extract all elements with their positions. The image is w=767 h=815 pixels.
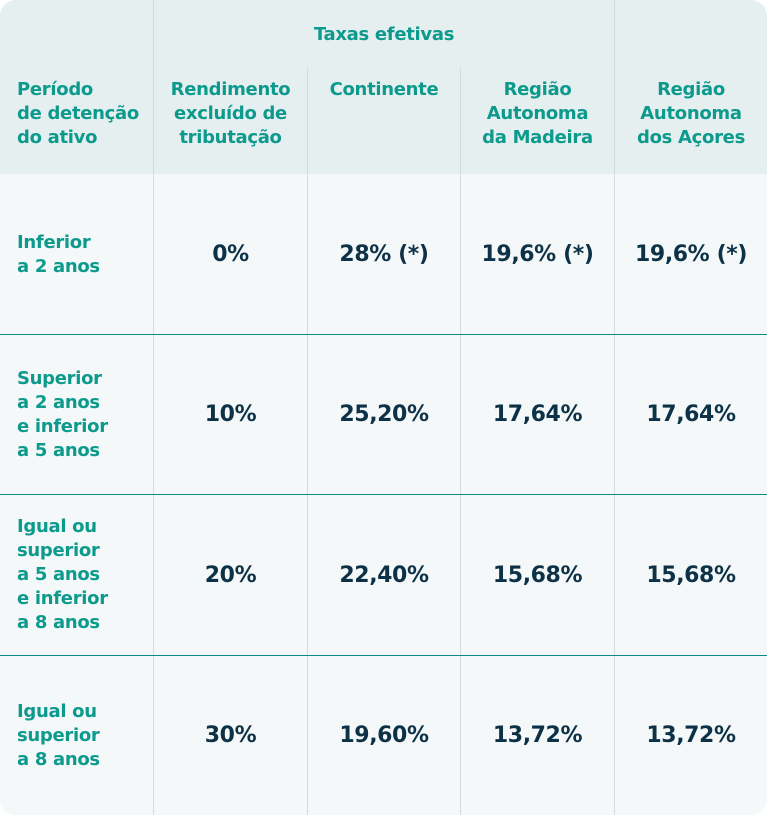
cell-value: 22,40% [339,562,429,588]
cell-value: 15,68% [646,562,736,588]
cell-value: 30% [204,723,257,748]
column-header-excluded-income: Rendimento excluído de tributação [170,79,291,148]
cell-value: 25,20% [339,402,429,427]
cell-value: 17,64% [646,402,736,427]
column-header-madeira: Região Autonoma da Madeira [482,79,593,148]
row-divider [0,655,767,656]
column-divider [307,68,308,815]
cell-value: 0% [212,242,249,267]
cell-value: 15,68% [492,562,583,588]
cell-value: 28% (*) [339,242,429,267]
column-divider [614,0,615,815]
table-header [0,0,767,174]
row-label: Inferior a 2 anos [17,231,100,277]
cell-value: 13,72% [492,723,583,748]
column-divider [153,0,154,815]
row-divider [0,494,767,495]
cell-value: 17,64% [492,402,583,427]
cell-value: 13,72% [646,723,736,748]
cell-value: 10% [204,402,257,427]
cell-value: 20% [204,562,257,588]
cell-value: 19,60% [339,723,429,748]
cell-value: 19,6% (*) [481,242,594,267]
column-header-holding-period: Período de detenção do ativo [17,79,139,148]
row-label: Superior a 2 anos e inferior a 5 anos [17,367,108,461]
column-header-continente: Continente [329,79,439,100]
row-label: Igual ou superior a 5 anos e inferior a … [17,516,108,633]
row-label: Igual ou superior a 8 anos [17,700,100,770]
column-divider [460,68,461,815]
cell-value: 19,6% (*) [635,242,747,267]
column-header-acores: Região Autonoma dos Açores [637,79,745,148]
row-divider [0,334,767,335]
group-header-effective-rates: Taxas efetivas [313,24,455,45]
